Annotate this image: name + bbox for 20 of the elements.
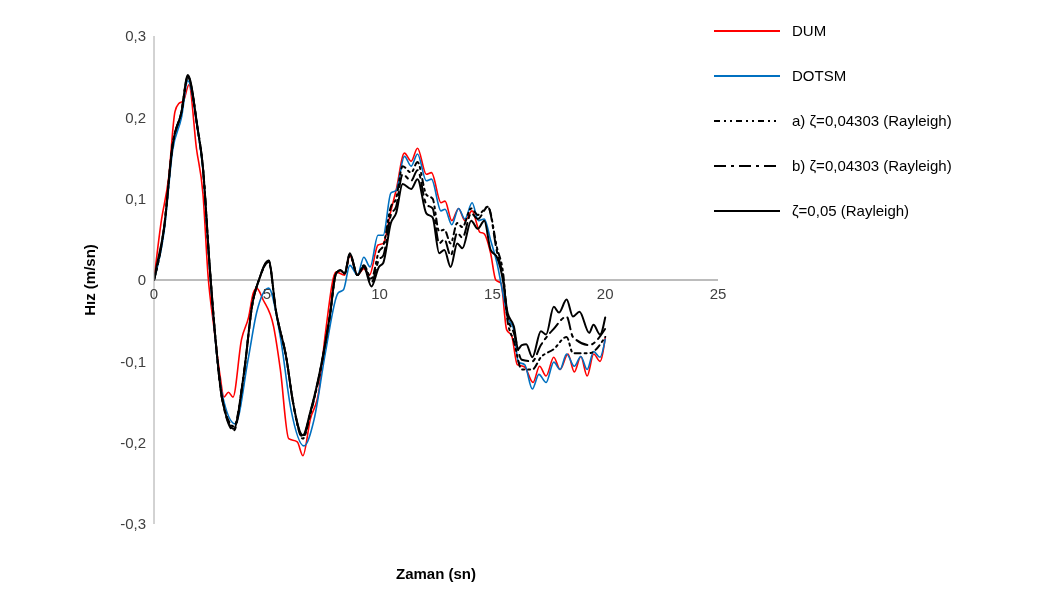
legend-label: DUM [792,22,827,39]
y-tick-label: 0 [137,271,146,289]
x-tick-label: 5 [262,284,271,302]
legend-label: DOTSM [792,67,847,84]
x-tick-label: 15 [484,284,501,302]
y-tick-label: 0,3 [125,27,146,45]
y-tick-label: -0,2 [120,433,146,451]
y-tick-label: 0,1 [125,189,146,207]
x-axis-title: Zaman (sn) [395,565,477,582]
y-tick-label: -0,3 [120,515,146,533]
y-tick-label: 0,2 [125,108,146,126]
y-axis-title: Hız (m/sn) [81,244,99,316]
x-tick-label: 20 [596,284,614,302]
legend-label: a) ζ=0,04303 (Rayleigh) [792,112,952,129]
legend-label: b) ζ=0,04303 (Rayleigh) [792,157,952,174]
legend-label: ζ=0,05 (Rayleigh) [792,202,910,219]
x-tick-label: 25 [709,284,727,302]
x-tick-label: 10 [371,284,388,302]
y-tick-label: -0,1 [120,352,146,370]
x-tick-label: 0 [149,284,159,302]
